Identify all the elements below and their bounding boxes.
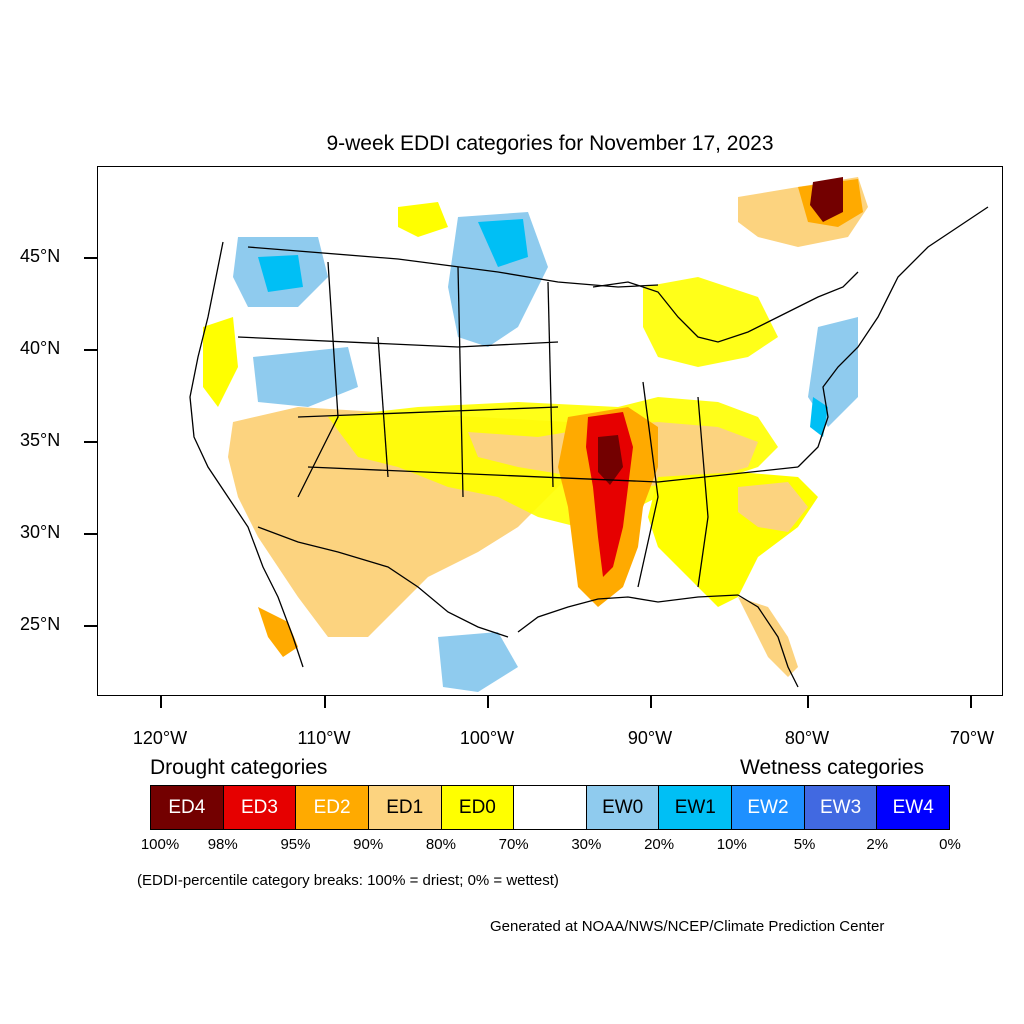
lon-label-80: 80°W [784,728,830,748]
lat-label-30: 30°N [20,522,61,542]
coastline-west [189,241,304,668]
region-ed3-valley [586,412,633,577]
break-label: 30% [571,836,602,853]
lat-tick-35 [84,441,97,443]
state-line-4 [547,281,554,488]
region-ed0-west-coast [203,317,238,407]
lon-tick-100 [487,696,489,708]
category-legend: ED4 ED3 ED2 ED1 ED0 EW0 EW1 EW2 EW3 EW4 [150,785,950,830]
region-ed0-north [398,202,448,237]
legend-cell-ed0: ED0 [441,786,515,829]
credit-line: Generated at NOAA/NWS/NCEP/Climate Predi… [490,918,885,935]
lat-label-45: 45°N [20,246,61,266]
canada-border [247,246,659,288]
map-frame[interactable] [97,166,1003,696]
break-label: 20% [644,836,675,853]
state-line-8 [697,396,709,588]
break-label: 98% [207,836,238,853]
east-coast [737,206,989,688]
region-ew1-midatlantic [810,397,828,437]
break-label: 5% [793,836,816,853]
break-label: 0% [939,836,961,853]
region-ew0-intermountain [253,347,358,407]
state-line-9 [237,336,559,348]
lon-label-100: 100°W [459,728,515,748]
lat-tick-25 [84,625,97,627]
region-ed2-california [258,607,298,657]
legend-cell-ed1: ED1 [368,786,442,829]
state-line-1 [297,261,339,498]
state-line-2 [377,336,389,478]
category-note: (EDDI-percentile category breaks: 100% =… [137,872,559,889]
region-ew0-northeast [808,317,858,427]
lon-label-70: 70°W [949,728,995,748]
lat-label-40: 40°N [20,338,61,358]
state-line-6 [307,466,799,483]
great-lakes-outline [592,271,859,343]
break-label: 90% [353,836,384,853]
gulf-coast [517,594,739,633]
break-label: 80% [425,836,456,853]
region-ed4-ontario [810,177,843,222]
legend-cell-ew0: EW0 [586,786,660,829]
state-line-3 [457,266,464,498]
region-ed4-core [598,435,623,485]
lat-tick-45 [84,257,97,259]
region-ed1-southeast [738,482,808,532]
lon-tick-80 [807,696,809,708]
region-ed0-great-lakes [643,277,778,367]
legend-cell-ew1: EW1 [659,786,733,829]
lat-label-35: 35°N [20,430,61,450]
region-ew0-south-texas [438,632,518,692]
region-ew1-northwest [258,255,303,292]
legend-cell-ew4: EW4 [877,786,950,829]
category-regions [203,177,868,692]
lon-label-110: 110°W [297,728,351,748]
lon-tick-120 [160,696,162,708]
mexico-border [257,526,509,638]
boundaries [189,206,989,688]
lon-tick-110 [324,696,326,708]
lat-tick-30 [84,533,97,535]
lon-label-90: 90°W [627,728,673,748]
legend-cell-ed4: ED4 [151,786,224,829]
break-label: 100% [140,836,180,853]
legend-cell-ew3: EW3 [804,786,878,829]
lon-label-120: 120°W [132,728,188,748]
legend-cell-neutral [514,786,587,829]
break-label: 95% [280,836,311,853]
state-line-7 [637,381,659,588]
lon-tick-90 [650,696,652,708]
legend-cell-ed2: ED2 [296,786,369,829]
break-label: 10% [716,836,747,853]
drought-heading: Drought categories [150,756,328,779]
eddi-map [189,177,989,692]
legend-cell-ed3: ED3 [223,786,297,829]
lon-tick-70 [970,696,972,708]
wetness-heading: Wetness categories [740,756,925,779]
map-title: 9-week EDDI categories for November 17, … [326,132,774,155]
break-label: 70% [498,836,529,853]
lat-tick-40 [84,349,97,351]
region-ew1-north-plains [478,219,528,267]
break-label: 2% [866,836,889,853]
region-ed1-florida [738,597,798,677]
lat-label-25: 25°N [20,614,61,634]
state-line-5 [297,406,559,418]
legend-cell-ew2: EW2 [732,786,805,829]
